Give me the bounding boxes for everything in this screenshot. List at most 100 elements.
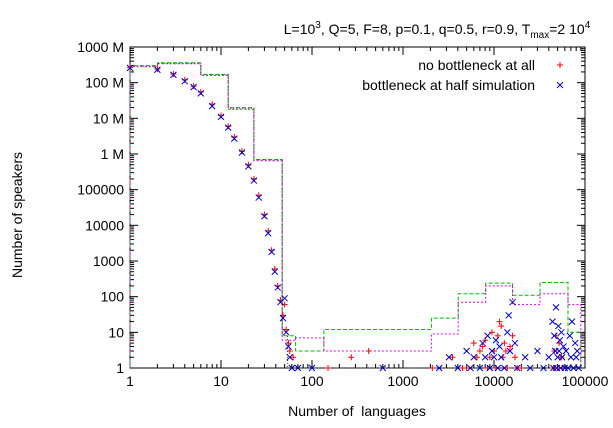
data-point-cross (511, 339, 519, 347)
histogram-outlines (129, 62, 582, 369)
data-point-cross (501, 364, 508, 372)
data-point-cross (545, 353, 553, 361)
data-point-cross (570, 364, 577, 372)
data-point-cross (217, 113, 225, 121)
data-point-cross (488, 347, 496, 355)
axis-ticks: 1 10 100 1000 10000 100000 1 10 100 1000 10000 1000… (77, 39, 608, 389)
x-tick-label: 100 (300, 373, 324, 389)
y-tick-label: 1000 (93, 253, 124, 269)
plot-frame (129, 46, 586, 369)
data-point-cross (506, 347, 514, 355)
data-point-cross (573, 347, 581, 355)
y-axis-label: Number of speakers (9, 152, 25, 278)
data-point-cross (552, 304, 560, 311)
data-point-cross (564, 364, 572, 372)
data-point-cross (549, 318, 556, 325)
data-point-cross (526, 364, 534, 372)
y-tick-label: 100 M (85, 75, 124, 91)
data-point-cross (197, 90, 205, 97)
data-point-cross (505, 311, 513, 319)
data-point-cross (463, 347, 470, 355)
x-tick-label: 10 (213, 373, 229, 389)
data-point-cross (497, 353, 505, 361)
data-point-cross (286, 353, 294, 361)
data-point-cross (556, 336, 564, 344)
data-point-cross (454, 364, 462, 372)
histogram-outline-1 (129, 63, 582, 368)
x-tick-label: 100000 (562, 373, 609, 389)
data-point-cross (271, 268, 279, 276)
data-point-cross (521, 353, 529, 361)
data-point-cross (282, 328, 290, 336)
data-point-cross (540, 364, 547, 372)
data-point-cross (513, 364, 521, 372)
y-tick-label: 100 (101, 289, 125, 305)
y-tick-label: 100000 (77, 182, 124, 198)
data-point-cross (509, 298, 516, 306)
data-point-cross (558, 353, 566, 361)
y-tick-label: 1 (116, 360, 124, 376)
data-point-cross (264, 229, 272, 237)
data-point-cross (279, 314, 287, 322)
data-point-cross (571, 339, 579, 347)
data-point-cross (308, 364, 316, 372)
data-point-cross (250, 177, 258, 184)
data-point-cross (238, 149, 246, 156)
data-point-cross (492, 336, 500, 344)
data-point-cross (567, 353, 575, 361)
data-point-cross (261, 212, 268, 220)
data-point-cross (534, 347, 541, 355)
y-tick-label: 10 (108, 324, 124, 340)
data-point-cross (490, 353, 498, 361)
data-point-cross (288, 364, 296, 372)
data-point-cross (562, 347, 570, 355)
legend-cross-stroke (556, 81, 564, 89)
x-tick-label: 1000 (387, 373, 418, 389)
data-point-cross (470, 353, 478, 361)
data-point-cross (560, 343, 567, 350)
data-point-cross (503, 328, 511, 336)
data-point-cross (181, 77, 189, 85)
data-point-cross (575, 364, 582, 372)
data-point-cross (566, 332, 574, 340)
data-point-cross (190, 83, 197, 91)
y-tick-label: 10 M (93, 110, 124, 126)
legend-label-no-bottleneck: no bottleneck at all (418, 57, 535, 73)
legend-marker-plus (557, 62, 563, 68)
data-point-cross (208, 102, 216, 110)
data-point-cross (255, 194, 263, 201)
data-point-cross (230, 135, 238, 142)
data-point-cross (572, 353, 580, 361)
series-1 (126, 64, 582, 372)
data-point-cross (496, 343, 503, 350)
data-point-cross (558, 328, 565, 336)
legend: no bottleneck at all bottleneck at half … (362, 57, 564, 93)
data-point-cross (126, 64, 134, 72)
data-point-cross (494, 364, 502, 372)
data-point-cross (224, 124, 232, 131)
data-point-cross (561, 364, 569, 372)
data-point-cross (550, 332, 558, 340)
data-point-cross (484, 332, 491, 340)
data-point-cross (285, 343, 292, 350)
y-tick-label: 1000 M (77, 39, 124, 55)
data-point-cross (467, 364, 474, 372)
chart-title: L=103, Q=5, F=8, p=0.1, q=0.5, r=0.9, Tm… (284, 20, 591, 41)
y-tick-label: 1 M (101, 146, 124, 162)
legend-marker-cross (556, 81, 564, 89)
x-tick-label: 10000 (475, 373, 514, 389)
y-tick-label: 10000 (85, 217, 124, 233)
data-point-cross (486, 364, 494, 372)
data-point-cross (481, 353, 489, 361)
x-axis-label: Number of languages (288, 403, 426, 419)
histogram-outline-0 (129, 62, 582, 368)
histogram-outline-2 (129, 62, 581, 369)
data-point-cross (476, 364, 484, 372)
data-points (126, 64, 582, 372)
data-point-cross (154, 66, 161, 74)
data-point-cross (435, 364, 443, 372)
x-tick-label: 1 (126, 373, 134, 389)
data-point-cross (555, 322, 562, 330)
